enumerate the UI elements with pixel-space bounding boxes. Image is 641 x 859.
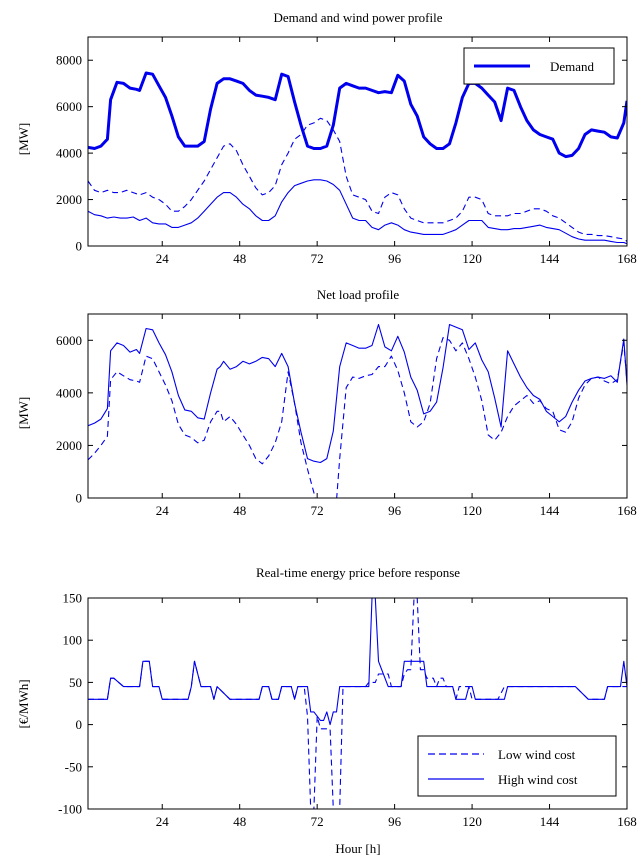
plot-frame	[87, 597, 628, 810]
legend: Low wind cost High wind cost	[417, 735, 617, 797]
plot-background	[88, 314, 627, 498]
legend: Demand	[463, 47, 615, 85]
x-tick-label: 120	[462, 503, 482, 518]
price-panel: Real-time energy price before response […	[16, 565, 637, 856]
legend-label-high-wind: High wind cost	[498, 772, 578, 787]
plot-area: 24 48 72 96 120 144 168 0 2000 4000 6000	[56, 313, 637, 518]
y-tick-label: -100	[58, 802, 82, 817]
y-tick-label: 4000	[56, 385, 82, 400]
x-axis-label: Hour [h]	[335, 841, 380, 856]
x-tick-label: 168	[617, 814, 637, 829]
x-tick-label: 48	[233, 251, 246, 266]
x-tick-label: 72	[311, 503, 324, 518]
x-tick-label: 48	[233, 814, 246, 829]
x-tick-label: 144	[540, 251, 560, 266]
y-tick-label: 50	[69, 675, 82, 690]
x-tick-label: 24	[156, 814, 170, 829]
panel-title: Net load profile	[317, 287, 400, 302]
y-tick-label: 6000	[56, 99, 82, 114]
series-line-0	[88, 323, 627, 464]
plot-frame	[87, 36, 628, 247]
legend-label-low-wind: Low wind cost	[498, 747, 576, 762]
x-tick-label: 120	[462, 814, 482, 829]
x-tick-label: 96	[388, 251, 402, 266]
y-tick-label: 0	[76, 717, 83, 732]
y-axis-label: [€/MWh]	[16, 679, 31, 728]
x-tick-label: 72	[311, 251, 324, 266]
x-tick-label: 144	[540, 814, 560, 829]
x-tick-label: 144	[540, 503, 560, 518]
legend-label-demand: Demand	[550, 59, 595, 74]
panel-title: Real-time energy price before response	[256, 565, 460, 580]
y-tick-label: -50	[65, 759, 82, 774]
series-line-2	[88, 179, 627, 245]
series-line-1	[88, 598, 627, 726]
series-line-1	[88, 117, 627, 242]
y-tick-label: 100	[63, 633, 83, 648]
series-line-0	[88, 71, 627, 159]
panel-title: Demand and wind power profile	[274, 10, 443, 25]
x-tick-label: 96	[388, 814, 402, 829]
y-tick-label: 2000	[56, 438, 82, 453]
legend-box	[417, 735, 617, 797]
net-load-panel: Net load profile [MW] 24 48 72 96 120 144 168 0…	[16, 287, 637, 518]
x-tick-label: 72	[311, 814, 324, 829]
y-tick-label: 8000	[56, 53, 82, 68]
y-tick-label: 0	[76, 491, 83, 506]
x-tick-label: 24	[156, 503, 170, 518]
x-tick-label: 24	[156, 251, 170, 266]
y-axis-label: [MW]	[16, 123, 31, 156]
plot-frame	[87, 313, 628, 499]
y-tick-label: 2000	[56, 192, 82, 207]
x-tick-label: 120	[462, 251, 482, 266]
x-tick-label: 168	[617, 503, 637, 518]
x-tick-label: 96	[388, 503, 402, 518]
demand-wind-panel: Demand and wind power profile [MW] 24 48 7…	[16, 10, 637, 266]
series-line-1	[88, 337, 627, 498]
y-tick-label: 4000	[56, 146, 82, 161]
x-tick-label: 48	[233, 503, 246, 518]
y-tick-label: 150	[63, 591, 83, 606]
y-tick-label: 0	[76, 239, 83, 254]
x-tick-label: 168	[617, 251, 637, 266]
y-axis-label: [MW]	[16, 397, 31, 430]
y-tick-label: 6000	[56, 333, 82, 348]
